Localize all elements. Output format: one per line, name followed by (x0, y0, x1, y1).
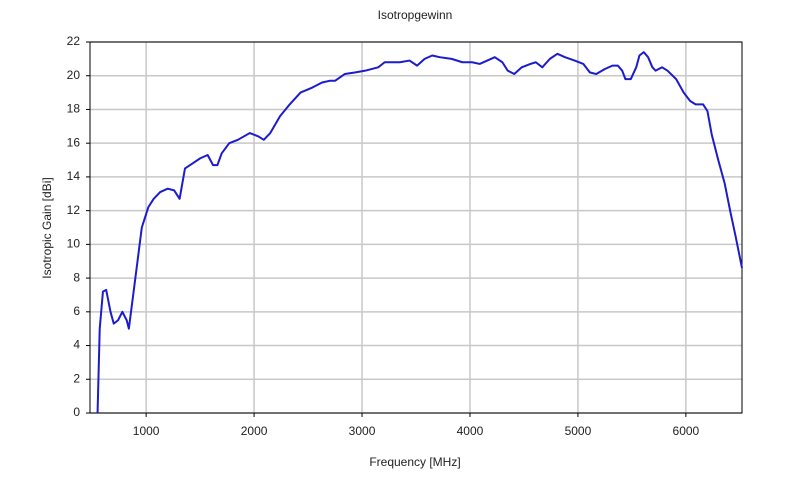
y-tick-label: 18 (67, 102, 81, 116)
x-tick-label: 1000 (133, 424, 160, 438)
x-tick-label: 5000 (565, 424, 592, 438)
chart-title: Isotropgewinn (378, 8, 453, 22)
y-tick-label: 14 (67, 169, 81, 183)
x-axis-label: Frequency [MHz] (369, 455, 460, 469)
plot-frame (89, 41, 743, 414)
y-tick-label: 20 (67, 68, 81, 82)
y-tick-label: 8 (73, 270, 80, 284)
x-tick-label: 2000 (241, 424, 268, 438)
y-tick-label: 16 (67, 135, 81, 149)
y-tick-label: 10 (67, 237, 81, 251)
x-tick-label: 6000 (673, 424, 700, 438)
y-tick-label: 0 (73, 405, 80, 419)
x-tick-label: 3000 (349, 424, 376, 438)
y-tick-label: 4 (73, 338, 80, 352)
y-tick-label: 2 (73, 371, 80, 385)
y-axis-label: Isotropic Gain [dBi] (40, 177, 54, 278)
data-line (96, 51, 743, 414)
x-tick-label: 4000 (457, 424, 484, 438)
y-tick-label: 6 (73, 304, 80, 318)
y-tick-label: 22 (67, 34, 81, 48)
y-tick-label: 12 (67, 203, 81, 217)
